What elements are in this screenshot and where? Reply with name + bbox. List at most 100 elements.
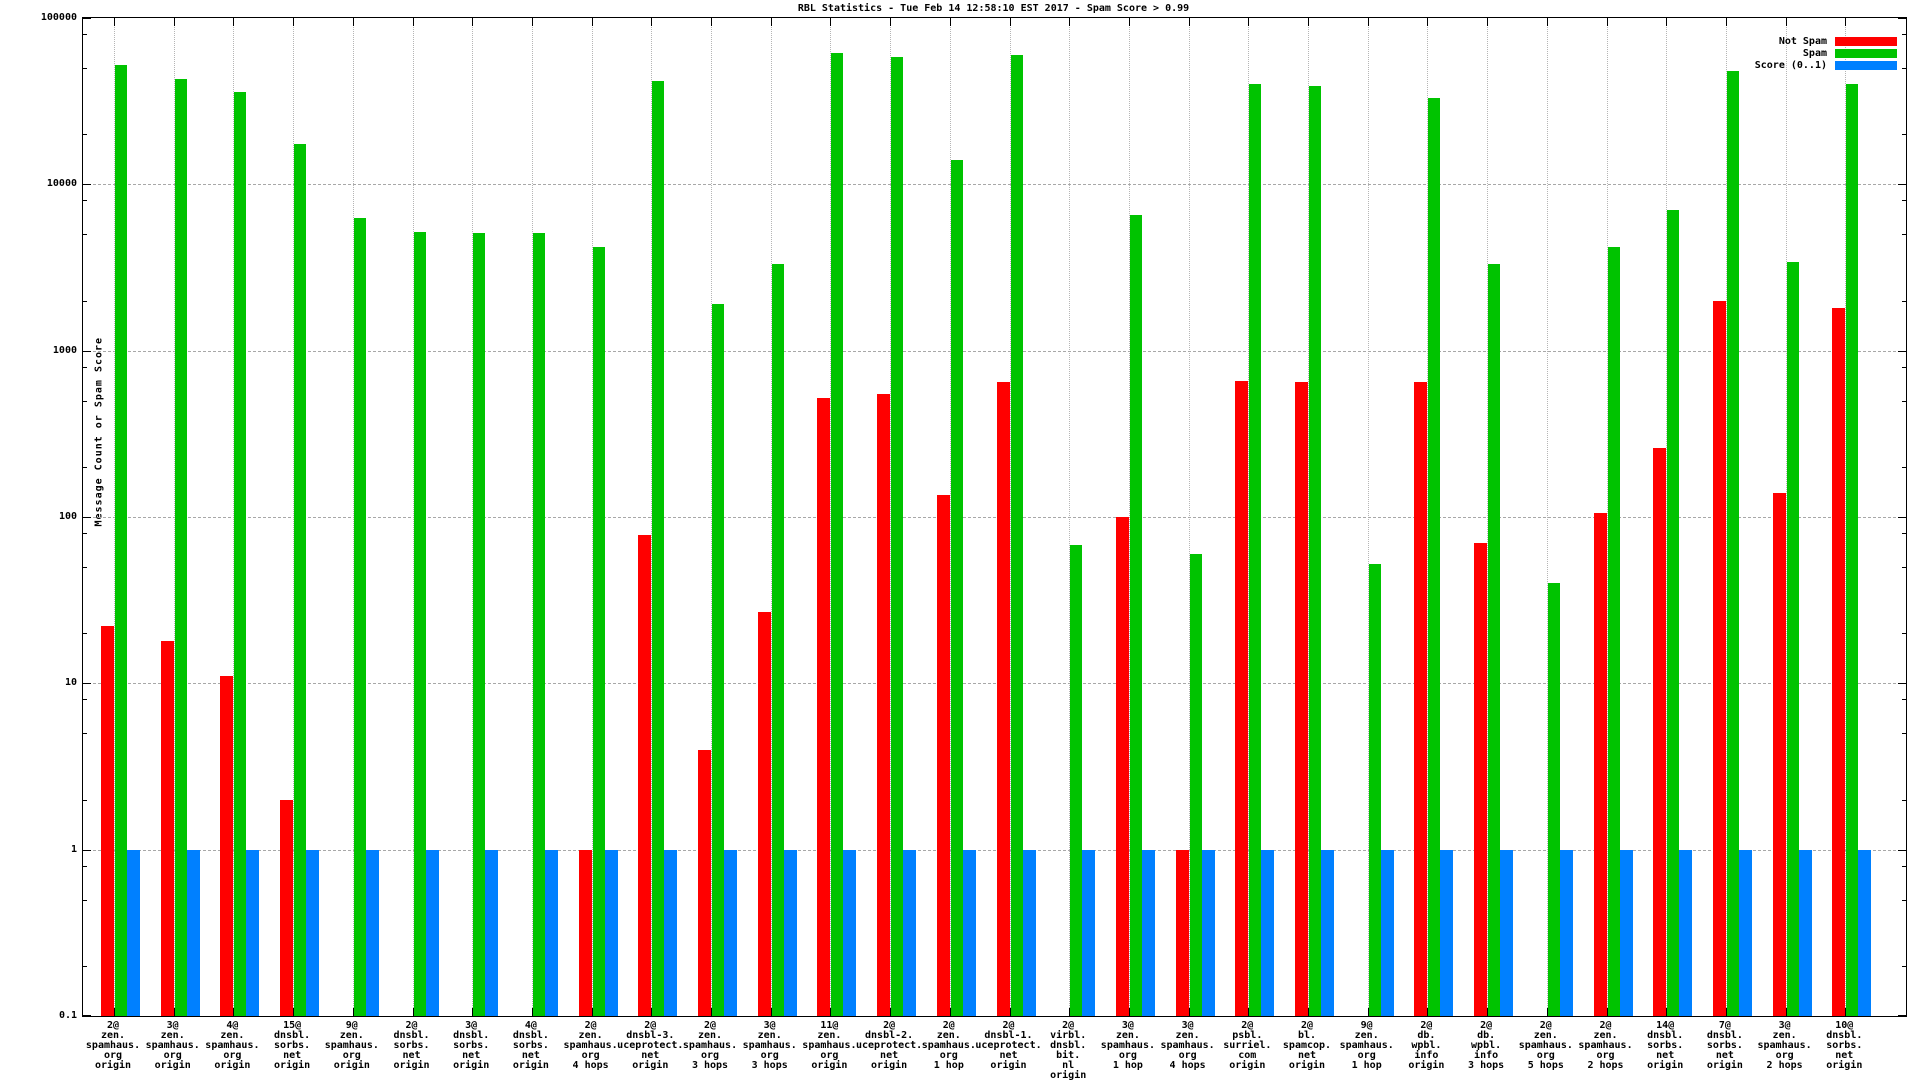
x-tick-label: 14@ dnsbl. sorbs. net origin xyxy=(1647,1020,1684,1071)
x-tick-bottom xyxy=(1069,1008,1071,1016)
x-tick-top xyxy=(1487,18,1489,26)
bar-not-spam xyxy=(1295,381,1308,1016)
y-tick-major xyxy=(1898,350,1906,352)
bar-spam xyxy=(353,217,366,1016)
x-tick-label: 11@ zen. spamhaus. org origin xyxy=(802,1020,857,1071)
y-tick-minor xyxy=(1902,799,1906,801)
y-tick-minor xyxy=(1902,366,1906,368)
x-tick-bottom xyxy=(1546,1008,1548,1016)
bar-score-0-1 xyxy=(1082,849,1096,1016)
x-tick-bottom xyxy=(352,1008,354,1016)
x-tick-top xyxy=(1248,18,1250,26)
legend-swatch-spam xyxy=(1835,48,1897,58)
bar-score-0-1 xyxy=(1619,849,1633,1016)
x-tick-bottom xyxy=(591,1008,593,1016)
bar-spam xyxy=(1846,84,1859,1016)
x-tick-top xyxy=(1666,18,1668,26)
bar-not-spam xyxy=(698,749,711,1016)
bar-not-spam xyxy=(1832,308,1846,1016)
x-tick-top xyxy=(233,18,235,26)
y-tick-minor xyxy=(83,200,87,202)
y-tick-label: 10 xyxy=(64,677,77,689)
x-tick-top xyxy=(531,18,533,26)
y-tick-major xyxy=(83,18,91,19)
y-tick-minor xyxy=(1902,200,1906,202)
bar-score-0-1 xyxy=(1679,849,1693,1016)
x-tick-bottom xyxy=(1725,1008,1727,1016)
x-tick-label: 2@ db. wpbl. info origin xyxy=(1408,1020,1445,1071)
bar-not-spam xyxy=(101,626,114,1016)
bar-not-spam xyxy=(1175,849,1189,1016)
y-tick-minor xyxy=(1902,865,1906,867)
y-tick-major xyxy=(1898,1015,1906,1016)
bar-spam xyxy=(532,232,545,1016)
bar-spam xyxy=(712,304,724,1016)
legend-swatch-not-spam xyxy=(1835,36,1897,46)
bar-score-0-1 xyxy=(485,849,499,1016)
bar-not-spam xyxy=(1653,447,1667,1016)
bar-score-0-1 xyxy=(1738,849,1752,1016)
legend-label-spam: Spam xyxy=(1802,47,1827,59)
x-tick-bottom xyxy=(1009,1008,1011,1016)
plot-area: Not Spam Spam Score (0..1) xyxy=(82,17,1907,1017)
x-tick-top xyxy=(412,18,414,26)
bar-spam xyxy=(1309,86,1321,1016)
y-tick-minor xyxy=(83,234,87,236)
x-tick-top xyxy=(1069,18,1071,26)
x-tick-label: 2@ psbl. surriel. com origin xyxy=(1223,1020,1272,1071)
x-tick-top xyxy=(1845,18,1847,26)
y-tick-minor xyxy=(83,733,87,735)
x-tick-bottom xyxy=(233,1008,235,1016)
y-tick-label: 100000 xyxy=(40,12,77,23)
bar-spam xyxy=(1428,98,1441,1016)
y-tick-label: 1000 xyxy=(52,344,77,356)
x-tick-bottom xyxy=(830,1008,832,1016)
bar-score-0-1 xyxy=(365,849,379,1016)
bar-spam xyxy=(1368,564,1381,1016)
y-gridline xyxy=(83,517,1906,518)
x-tick-bottom xyxy=(890,1008,892,1016)
y-tick-minor xyxy=(83,567,87,569)
bar-score-0-1 xyxy=(783,849,797,1016)
x-tick-bottom xyxy=(1785,1008,1787,1016)
bar-not-spam xyxy=(936,495,950,1016)
y-tick-minor xyxy=(1902,400,1906,402)
bar-spam xyxy=(473,232,486,1016)
x-tick-top xyxy=(651,18,653,26)
y-tick-minor xyxy=(1902,300,1906,302)
bar-spam xyxy=(950,160,963,1016)
y-tick-minor xyxy=(83,34,87,36)
x-tick-top xyxy=(1308,18,1309,26)
ticks-layer xyxy=(83,18,1906,1016)
x-tick-label: 9@ zen. spamhaus. org origin xyxy=(324,1020,379,1071)
y-tick-major xyxy=(83,683,91,685)
x-tick-top xyxy=(114,18,115,26)
y-tick-label: 1 xyxy=(70,843,77,855)
x-tick-top xyxy=(1427,18,1429,26)
x-tick-top xyxy=(1188,18,1190,26)
legend-label-score: Score (0..1) xyxy=(1754,59,1827,71)
x-tick-label: 2@ db. wpbl. info 3 hops xyxy=(1468,1020,1505,1071)
bar-score-0-1 xyxy=(1559,849,1573,1016)
x-tick-top xyxy=(890,18,892,26)
y-tick-minor xyxy=(1902,68,1906,70)
x-tick-top xyxy=(770,18,772,26)
x-tick-label: 9@ zen. spamhaus. org 1 hop xyxy=(1339,1020,1394,1071)
y-tick-major xyxy=(83,517,91,518)
x-tick-label: 2@ zen. spamhaus. org origin xyxy=(85,1020,141,1071)
x-tick-bottom xyxy=(114,1008,115,1016)
x-tick-top xyxy=(1009,18,1011,26)
bar-spam xyxy=(174,78,187,1016)
bar-not-spam xyxy=(1772,492,1786,1016)
bar-score-0-1 xyxy=(664,849,678,1016)
bar-spam xyxy=(1726,71,1739,1016)
bar-score-0-1 xyxy=(962,849,976,1016)
y-tick-minor xyxy=(83,799,87,801)
x-tick-bottom xyxy=(412,1008,414,1016)
x-tick-bottom xyxy=(1845,1008,1847,1016)
bar-spam xyxy=(115,65,127,1016)
x-tick-bottom xyxy=(711,1008,712,1016)
x-tick-label: 3@ zen. spamhaus. org 4 hops xyxy=(1160,1020,1215,1071)
